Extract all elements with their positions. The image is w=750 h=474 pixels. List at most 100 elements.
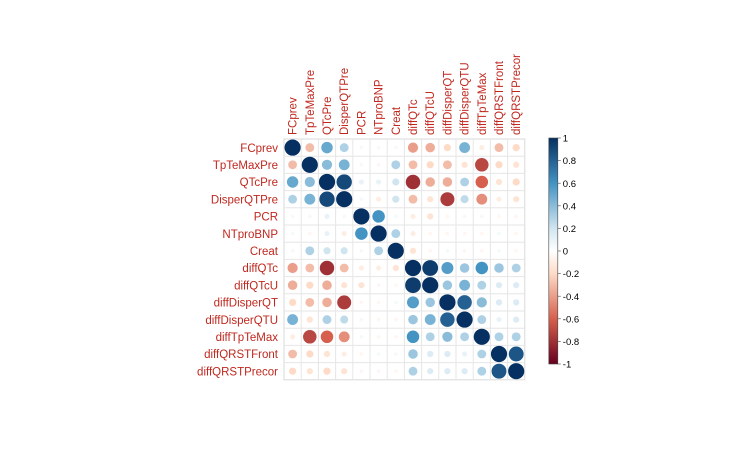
correlation-circle [441, 262, 454, 274]
correlation-circle [338, 159, 350, 171]
correlation-circle [456, 311, 473, 328]
correlation-circle [407, 296, 419, 309]
row-label: PCR [254, 212, 278, 224]
correlation-circle [425, 332, 435, 342]
correlation-circle [424, 314, 436, 326]
correlation-circle [495, 282, 503, 289]
legend-tick-label: 0.6 [563, 179, 576, 190]
correlation-circle [318, 173, 336, 191]
correlation-circle [306, 368, 313, 375]
correlation-circle [359, 162, 364, 167]
correlation-circle [459, 279, 471, 291]
correlation-circle [393, 300, 398, 305]
correlation-circle [392, 178, 400, 186]
correlation-circle [442, 280, 453, 290]
column-label: diffQRSTFront [494, 60, 506, 135]
column-label: diffQTcU [425, 91, 437, 135]
correlation-circle [339, 143, 349, 153]
correlation-circle [425, 142, 435, 153]
correlation-circle [514, 248, 519, 253]
column-label-layer: FCprev TpTeMaxPre QTcPre DisperQTPre PCR NTpr… [288, 54, 524, 135]
correlation-circle [359, 197, 364, 202]
correlation-circle [508, 363, 525, 380]
correlation-circle [495, 299, 503, 306]
correlation-circle [359, 352, 364, 356]
correlation-circle [393, 334, 398, 339]
row-label: diffQRSTPrecor [197, 366, 278, 378]
correlation-circle [319, 191, 335, 207]
correlation-circle [445, 214, 450, 219]
correlation-circle [393, 317, 398, 322]
legend-tick-label: 0.8 [563, 156, 576, 167]
correlation-circle [427, 368, 434, 375]
correlation-circle [513, 196, 520, 203]
correlation-circle [392, 264, 399, 272]
correlation-circle [288, 194, 298, 204]
correlation-circle [376, 145, 381, 150]
correlation-circle [376, 300, 381, 305]
correlation-circle [324, 231, 330, 237]
correlation-circle [460, 195, 469, 204]
correlation-circle [475, 261, 489, 275]
legend-tick-label: 0 [563, 247, 568, 258]
correlation-circle [422, 277, 439, 294]
correlation-circle [359, 300, 364, 305]
correlation-circle [376, 317, 381, 322]
correlation-circle [427, 196, 434, 203]
correlation-circle [479, 214, 484, 219]
correlation-circle [376, 162, 381, 167]
correlation-circle [290, 231, 295, 236]
row-label: DisperQTPre [211, 194, 278, 206]
correlation-circle [511, 263, 521, 273]
correlation-circle [442, 160, 452, 170]
correlation-circle [475, 175, 489, 189]
correlation-circle [391, 160, 401, 170]
legend-tick-label: -0.2 [563, 269, 579, 280]
correlation-circle [439, 294, 456, 311]
correlation-circle [342, 214, 347, 219]
row-label: QTcPre [240, 177, 278, 189]
correlation-circle [323, 367, 331, 375]
correlation-circle [306, 350, 314, 358]
correlation-circle [341, 231, 347, 237]
correlation-circle [459, 142, 471, 154]
correlation-circle [476, 297, 487, 308]
correlation-circle [461, 368, 468, 375]
correlation-circle [427, 350, 434, 358]
correlation-circle [290, 214, 295, 219]
correlation-circle [321, 159, 333, 170]
correlation-circle [404, 259, 422, 277]
correlation-circle [336, 174, 352, 190]
correlation-circle [287, 314, 299, 326]
correlation-circle [442, 331, 453, 342]
correlation-circle [496, 196, 502, 202]
correlation-circle [513, 299, 520, 306]
correlation-circle [425, 297, 435, 308]
row-label: TpTeMaxPre [213, 160, 278, 172]
correlation-circle [319, 260, 335, 276]
correlation-circle [477, 349, 487, 359]
correlation-circle [410, 231, 416, 237]
circle-layer [284, 139, 525, 380]
correlation-circle [393, 145, 398, 150]
correlation-circle [494, 332, 504, 342]
correlation-circle [408, 366, 418, 376]
correlation-circle [496, 317, 502, 323]
correlation-circle [460, 332, 470, 342]
correlation-circle [442, 177, 453, 187]
correlation-circle [392, 195, 400, 203]
correlation-circle [459, 263, 470, 273]
correlation-circle [497, 248, 501, 253]
correlation-circle [305, 143, 315, 153]
column-label: NTproBNP [374, 79, 386, 135]
correlation-circle [513, 282, 520, 289]
correlation-circle [490, 345, 508, 363]
correlation-circle [457, 295, 472, 310]
row-label: diffQTcU [234, 280, 278, 292]
correlation-circle [339, 263, 349, 273]
correlation-circle [359, 248, 364, 253]
correlation-circle [514, 231, 519, 236]
correlation-circle [408, 194, 418, 204]
correlation-circle [494, 143, 504, 153]
